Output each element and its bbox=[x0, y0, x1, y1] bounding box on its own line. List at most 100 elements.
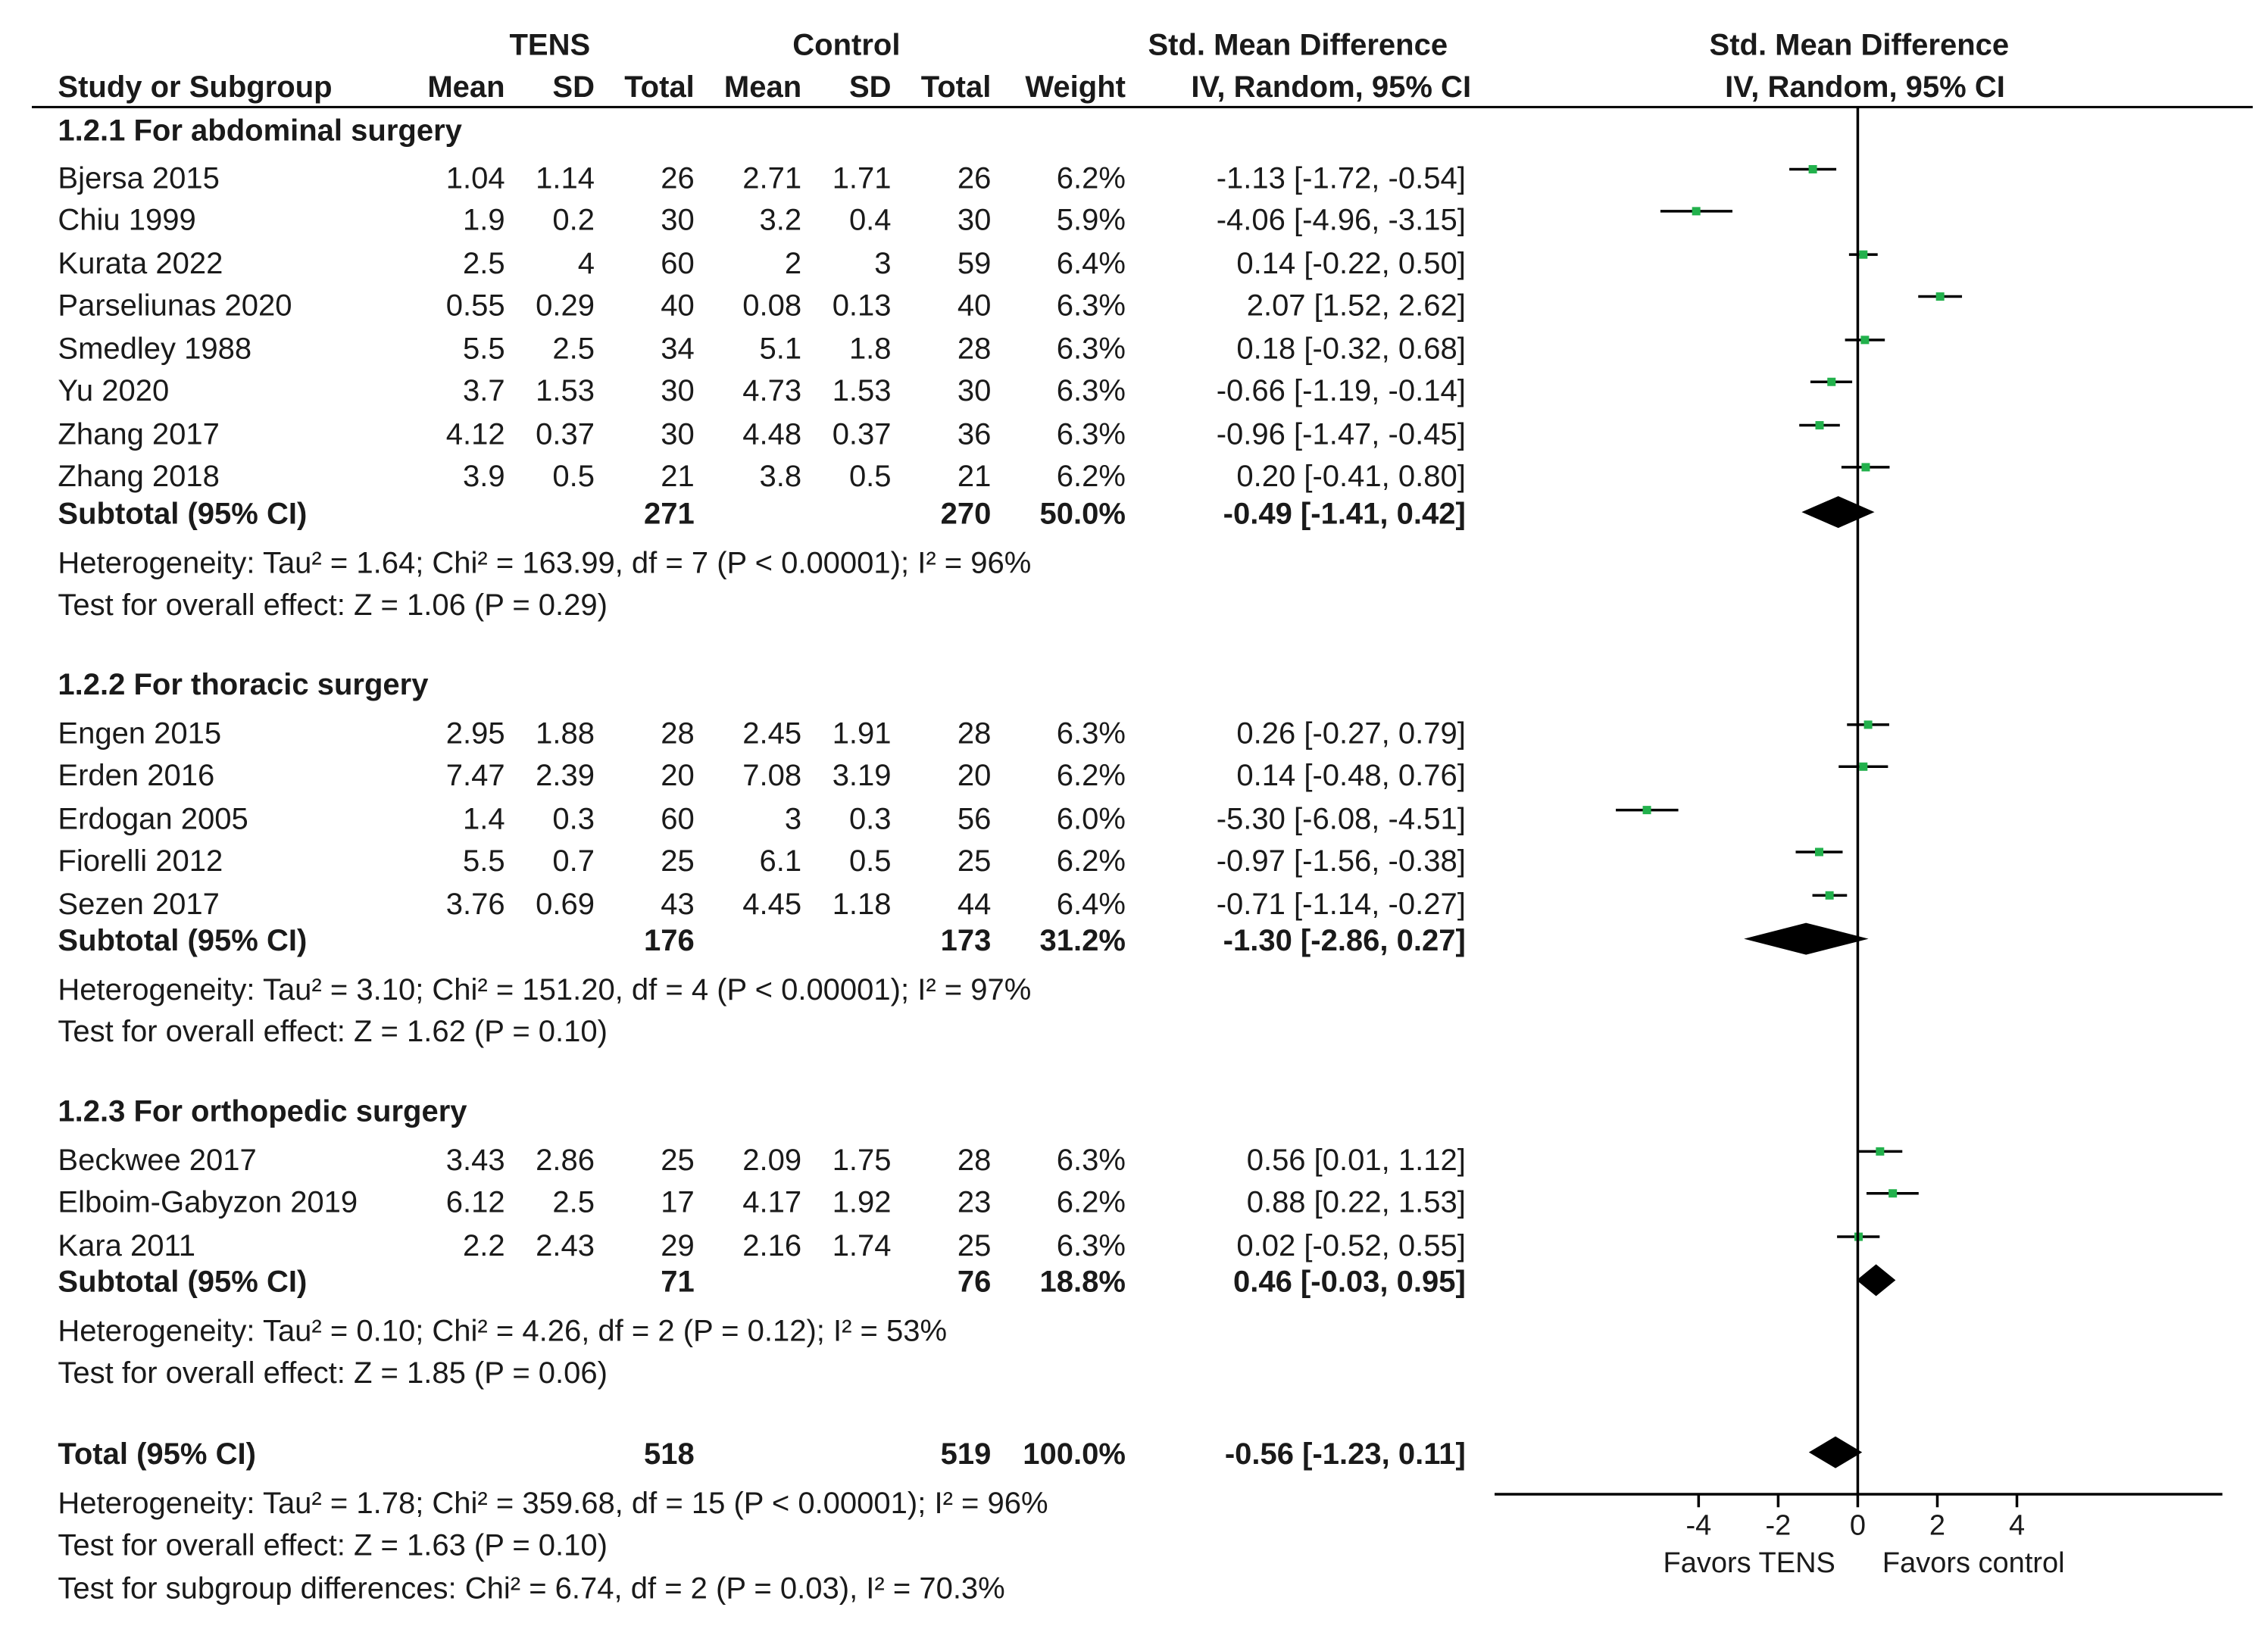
tens-mean: 1.04 bbox=[446, 161, 505, 195]
tens-mean: 1.9 bbox=[463, 204, 505, 237]
tens-total: 17 bbox=[661, 1186, 695, 1219]
smd-ci: 0.88 [0.22, 1.53] bbox=[1247, 1186, 1466, 1219]
control-mean: 6.1 bbox=[760, 844, 802, 878]
tens-sd: 1.88 bbox=[536, 717, 595, 751]
study-name: Erden 2016 bbox=[58, 759, 214, 792]
control-sd: 3.19 bbox=[833, 759, 892, 792]
tens-sd: 2.5 bbox=[552, 1186, 595, 1219]
tens-total: 43 bbox=[661, 888, 695, 921]
effect-point bbox=[1935, 292, 1945, 301]
heterogeneity-text: Heterogeneity: Tau² = 3.10; Chi² = 151.2… bbox=[58, 973, 1031, 1006]
smd-ci: -0.96 [-1.47, -0.45] bbox=[1217, 417, 1466, 451]
total-heterogeneity-text: Heterogeneity: Tau² = 1.78; Chi² = 359.6… bbox=[58, 1487, 1048, 1520]
smd-ci: 0.26 [-0.27, 0.79] bbox=[1236, 717, 1465, 751]
control-mean: 4.73 bbox=[742, 374, 801, 407]
column-header: Total bbox=[921, 70, 992, 104]
tens-sd: 0.37 bbox=[536, 417, 595, 451]
tens-mean: 5.5 bbox=[463, 844, 505, 878]
header-plot-title: Std. Mean Difference bbox=[1710, 29, 2010, 62]
subtotal-weight: 18.8% bbox=[1040, 1266, 1126, 1299]
control-sd: 1.91 bbox=[833, 717, 892, 751]
tens-total: 21 bbox=[661, 460, 695, 493]
x-tick-label: 2 bbox=[1929, 1510, 1945, 1542]
control-total: 28 bbox=[957, 717, 992, 751]
smd-ci: -5.30 [-6.08, -4.51] bbox=[1217, 802, 1466, 835]
tens-sd: 1.53 bbox=[536, 374, 595, 407]
tens-mean: 5.5 bbox=[463, 332, 505, 366]
effect-point bbox=[1808, 164, 1817, 173]
control-mean: 3.2 bbox=[760, 204, 802, 237]
tens-sd: 2.86 bbox=[536, 1144, 595, 1177]
subtotal-label: Subtotal (95% CI) bbox=[58, 497, 307, 530]
overall-effect-text: Test for overall effect: Z = 1.85 (P = 0… bbox=[58, 1356, 608, 1390]
effect-point bbox=[1876, 1147, 1885, 1156]
favors-right-label: Favors control bbox=[1882, 1547, 2065, 1579]
study-name: Zhang 2017 bbox=[58, 417, 220, 451]
study-name: Elboim-Gabyzon 2019 bbox=[58, 1186, 358, 1219]
tens-mean: 6.12 bbox=[446, 1186, 505, 1219]
smd-ci: 0.02 [-0.52, 0.55] bbox=[1236, 1229, 1465, 1262]
weight: 6.2% bbox=[1057, 759, 1126, 792]
study-name: Bjersa 2015 bbox=[58, 161, 219, 195]
control-mean: 2.16 bbox=[742, 1229, 801, 1262]
control-mean: 5.1 bbox=[760, 332, 802, 366]
study-name: Sezen 2017 bbox=[58, 888, 220, 921]
weight: 6.3% bbox=[1057, 332, 1126, 366]
total-control-total: 519 bbox=[941, 1437, 992, 1471]
tens-sd: 0.29 bbox=[536, 289, 595, 322]
effect-point bbox=[1859, 762, 1868, 771]
control-sd: 1.71 bbox=[833, 161, 892, 195]
smd-ci: -0.71 [-1.14, -0.27] bbox=[1217, 888, 1466, 921]
tens-total: 60 bbox=[661, 802, 695, 835]
subtotal-label: Subtotal (95% CI) bbox=[58, 1266, 307, 1299]
control-total: 20 bbox=[957, 759, 992, 792]
tens-sd: 4 bbox=[578, 247, 595, 280]
weight: 6.3% bbox=[1057, 1229, 1126, 1262]
weight: 6.2% bbox=[1057, 1186, 1126, 1219]
favors-left-label: Favors TENS bbox=[1664, 1547, 1835, 1579]
tens-mean: 2.2 bbox=[463, 1229, 505, 1262]
control-sd: 0.5 bbox=[849, 460, 892, 493]
summary-diamond bbox=[1744, 922, 1869, 955]
tens-mean: 3.9 bbox=[463, 460, 505, 493]
control-mean: 2.09 bbox=[742, 1144, 801, 1177]
column-header: SD bbox=[552, 70, 595, 104]
x-tick-label: -4 bbox=[1685, 1510, 1711, 1542]
control-mean: 3.8 bbox=[760, 460, 802, 493]
tens-total: 29 bbox=[661, 1229, 695, 1262]
control-total: 26 bbox=[957, 161, 992, 195]
tens-mean: 2.95 bbox=[446, 717, 505, 751]
control-sd: 1.18 bbox=[833, 888, 892, 921]
subtotal-ci: -0.49 [-1.41, 0.42] bbox=[1223, 497, 1466, 530]
control-mean: 2 bbox=[785, 247, 801, 280]
control-total: 59 bbox=[957, 247, 992, 280]
control-sd: 3 bbox=[874, 247, 891, 280]
overall-effect-text: Test for overall effect: Z = 1.06 (P = 0… bbox=[58, 588, 608, 622]
study-name: Engen 2015 bbox=[58, 717, 221, 751]
tens-sd: 2.5 bbox=[552, 332, 595, 366]
weight: 6.2% bbox=[1057, 460, 1126, 493]
tens-sd: 0.7 bbox=[552, 844, 595, 878]
control-mean: 2.71 bbox=[742, 161, 801, 195]
study-name: Beckwee 2017 bbox=[58, 1144, 256, 1177]
weight: 6.2% bbox=[1057, 844, 1126, 878]
effect-point bbox=[1827, 377, 1836, 386]
summary-diamond bbox=[1856, 1264, 1896, 1297]
effect-point bbox=[1814, 847, 1823, 857]
control-total: 23 bbox=[957, 1186, 992, 1219]
total-label: Total (95% CI) bbox=[58, 1437, 256, 1471]
subtotal-tens-total: 176 bbox=[644, 924, 695, 957]
tens-sd: 2.43 bbox=[536, 1229, 595, 1262]
column-header: Study or Subgroup bbox=[58, 70, 332, 104]
header-smd: Std. Mean Difference bbox=[1148, 29, 1448, 62]
smd-ci: -1.13 [-1.72, -0.54] bbox=[1217, 161, 1466, 195]
tens-total: 60 bbox=[661, 247, 695, 280]
study-name: Fiorelli 2012 bbox=[58, 844, 223, 878]
control-sd: 1.74 bbox=[833, 1229, 892, 1262]
summary-diamond bbox=[1801, 496, 1875, 529]
subtotal-weight: 31.2% bbox=[1040, 924, 1126, 957]
effect-point bbox=[1861, 463, 1870, 472]
effect-point bbox=[1642, 806, 1651, 815]
control-sd: 1.8 bbox=[849, 332, 892, 366]
control-sd: 1.53 bbox=[833, 374, 892, 407]
